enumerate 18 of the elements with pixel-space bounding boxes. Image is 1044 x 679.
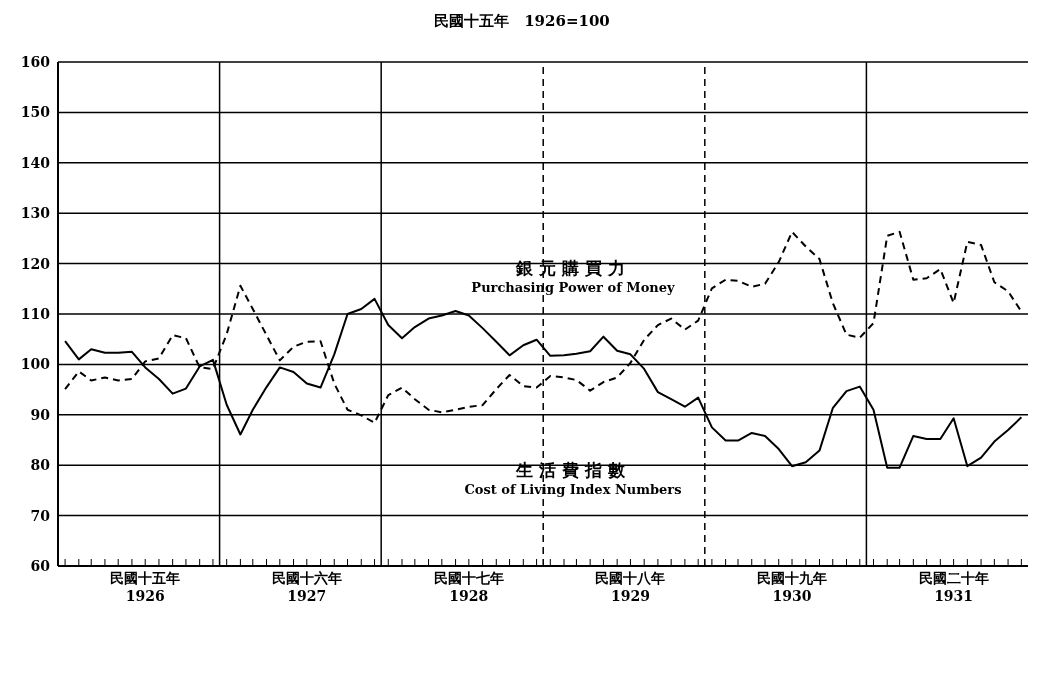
x-tick-label: 民國十八年 1929 xyxy=(595,570,666,604)
x-tick-label: 民國十九年 1930 xyxy=(757,570,828,604)
y-tick-label: 120 xyxy=(20,255,51,272)
x-tick-label: 民國十六年 1927 xyxy=(271,570,342,604)
y-tick-label: 100 xyxy=(20,356,51,373)
y-tick-label: 70 xyxy=(30,507,51,524)
chart-subtitle: 民國十五年 1926=100 xyxy=(433,12,611,31)
y-tick-label: 110 xyxy=(20,305,51,322)
y-tick-label: 140 xyxy=(20,154,51,171)
x-tick-label: 民國十七年 1928 xyxy=(433,570,504,604)
y-tick-label: 60 xyxy=(30,557,51,574)
y-tick-label: 160 xyxy=(20,53,51,70)
y-tick-label: 80 xyxy=(30,457,51,474)
y-tick-label: 90 xyxy=(30,406,51,423)
y-tick-label: 130 xyxy=(20,205,51,222)
x-tick-label: 民國二十年 1931 xyxy=(918,570,989,604)
x-tick-label: 民國十五年 1926 xyxy=(110,570,181,604)
y-tick-label: 150 xyxy=(20,104,51,121)
